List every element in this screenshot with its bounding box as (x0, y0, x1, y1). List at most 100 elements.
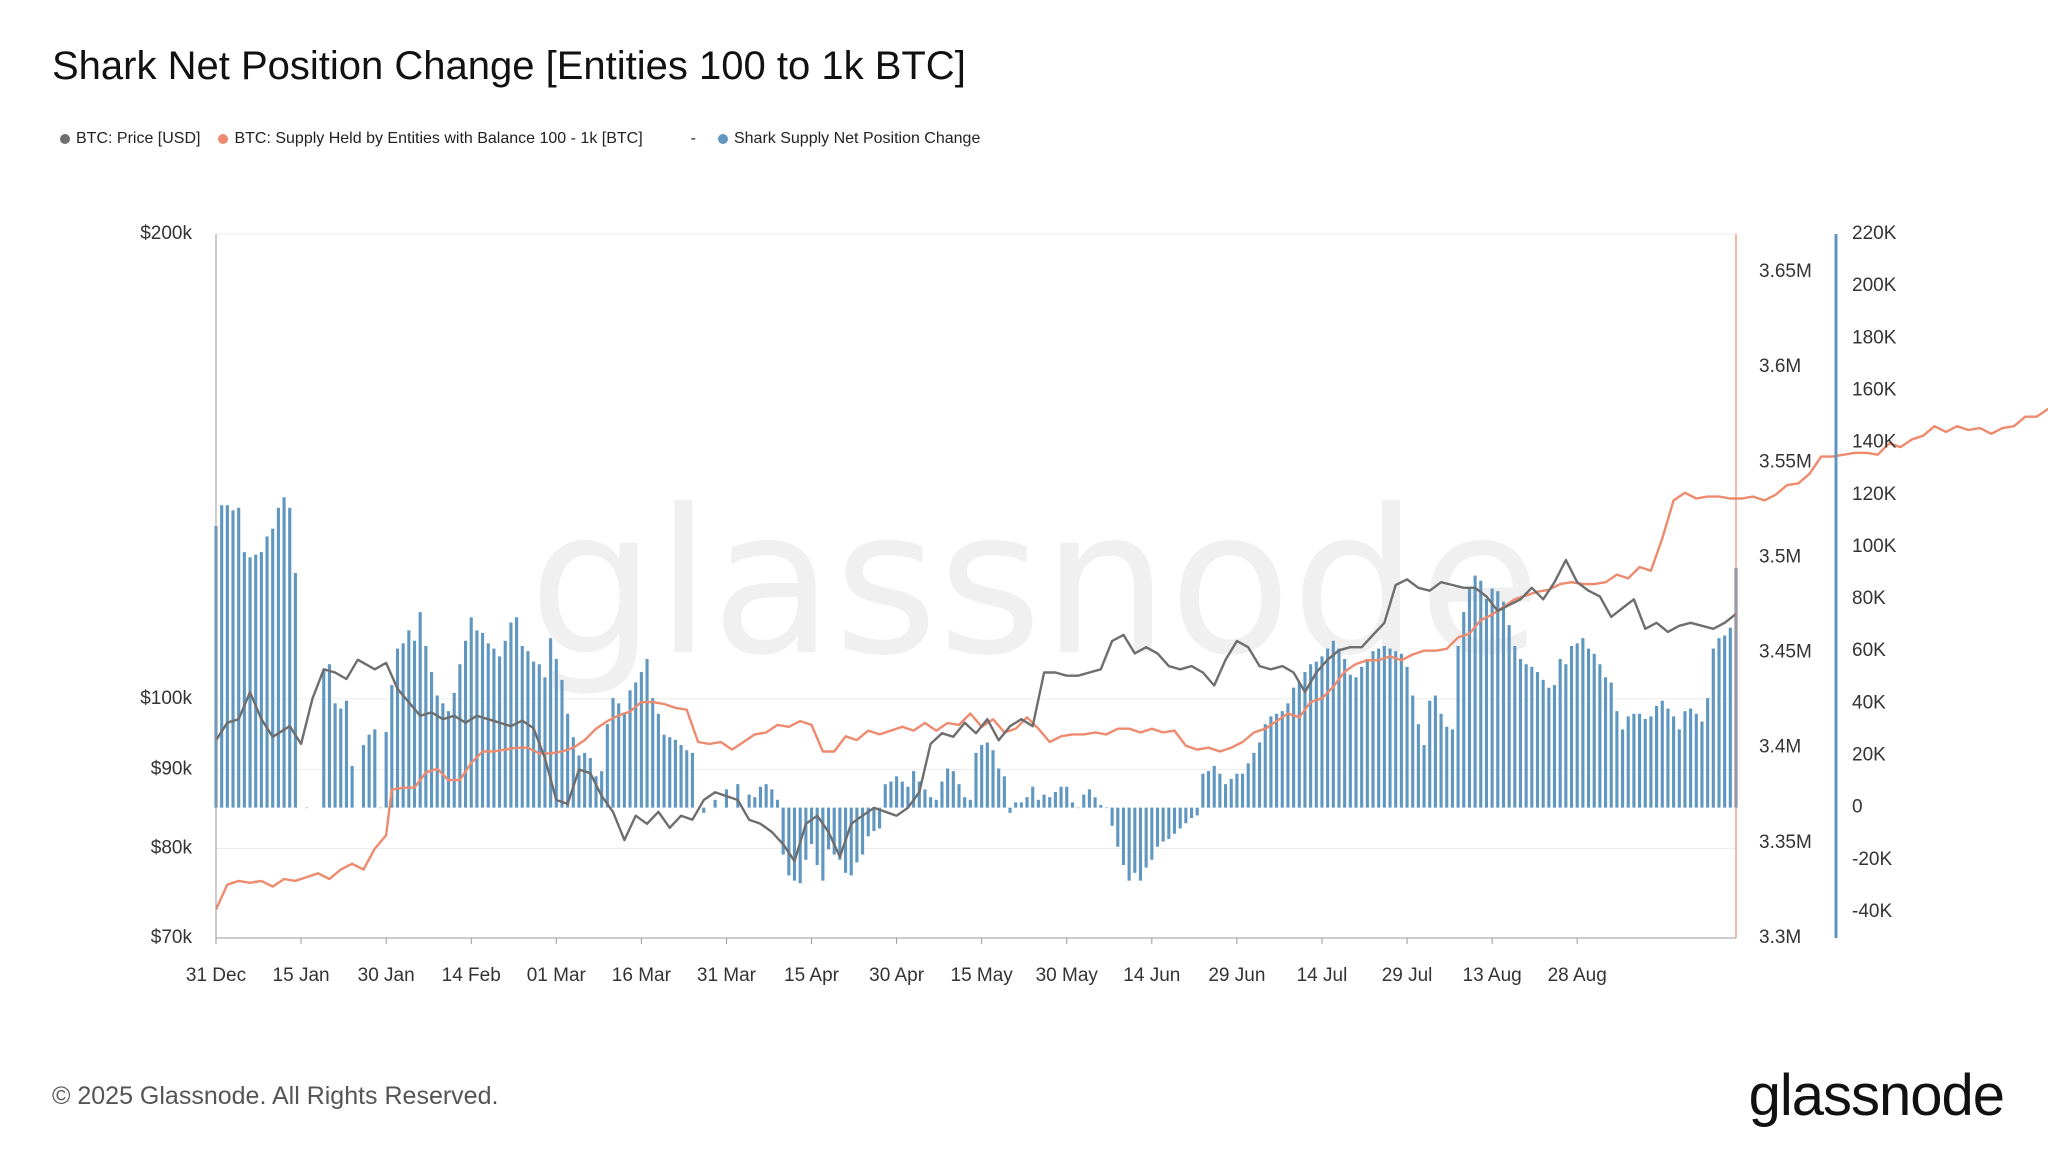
net-position-bar (1399, 653, 1403, 808)
supply-tick-label: 3.5M (1759, 546, 1801, 567)
net-position-bar (651, 698, 655, 808)
net-dot-icon (717, 134, 728, 144)
supply-tick-label: 3.35M (1759, 832, 1812, 853)
net-position-bar (775, 799, 780, 808)
net-position-bar (288, 507, 292, 808)
net-tick-label: 200K (1852, 275, 1897, 296)
net-position-bar (390, 685, 394, 808)
price-tick-label: $200k (140, 223, 192, 244)
net-position-bar (866, 807, 870, 837)
net-position-bar (1241, 773, 1245, 808)
net-position-bar (1354, 677, 1358, 808)
net-tick-label: 120K (1852, 484, 1897, 505)
net-position-bar (605, 724, 609, 808)
net-position-bar (1394, 651, 1398, 808)
net-position-bar (515, 617, 519, 808)
net-position-bar (934, 799, 938, 808)
net-position-bar (492, 648, 496, 808)
net-position-bar (339, 708, 343, 808)
net-position-bar (429, 672, 434, 808)
net-position-bar (1700, 721, 1704, 808)
net-position-bar (549, 638, 553, 808)
net-position-bar (560, 679, 564, 808)
price-tick-label: $90k (151, 758, 193, 779)
net-position-bar (1462, 612, 1466, 808)
net-position-bar (1252, 752, 1256, 808)
net-position-bar (1564, 664, 1568, 808)
net-position-bar (1048, 797, 1052, 808)
net-position-bar (815, 807, 819, 865)
net-position-bar (475, 630, 479, 808)
net-position-bar (1586, 648, 1591, 808)
net-position-bar (1326, 648, 1330, 808)
net-position-bar (611, 698, 615, 808)
net-tick-label: 180K (1852, 327, 1897, 348)
net-position-bar (685, 750, 689, 808)
net-position-bar (1036, 799, 1040, 808)
legend-item-net[interactable]: Shark Supply Net Position Change (717, 130, 980, 148)
legend-item-supply[interactable]: BTC: Supply Held by Entities with Balanc… (218, 130, 643, 148)
axes-layer: $70k $80k $90k $100k $200k 3.3M 3.35M 3.4M 3.45M… (140, 223, 1896, 986)
x-tick-label: 30 Apr (869, 965, 925, 986)
net-position-bar (753, 797, 757, 808)
x-tick-label: 16 Mar (612, 965, 672, 986)
net-position-bar (526, 651, 530, 808)
net-position-bar (895, 776, 899, 808)
net-position-bar (367, 734, 371, 808)
net-position-bar (617, 703, 621, 808)
net-position-bar (1501, 601, 1506, 808)
net-tick-label: 100K (1852, 536, 1897, 557)
net-position-bar (1337, 648, 1341, 808)
net-position-bar (220, 505, 224, 808)
x-tick-label: 15 May (951, 965, 1014, 986)
net-position-bar (1711, 648, 1715, 808)
net-position-bar (1638, 713, 1642, 808)
net-position-bar (1473, 575, 1477, 808)
net-position-bar (968, 799, 972, 808)
net-position-bar (1223, 784, 1228, 808)
net-position-bar (1694, 713, 1698, 808)
net-position-bar (1569, 645, 1574, 808)
net-position-bar (1172, 807, 1177, 834)
net-position-bar (1246, 763, 1250, 808)
net-position-bar (1723, 635, 1727, 808)
net-tick-label: 20K (1852, 744, 1886, 765)
x-tick-label: 15 Jan (273, 965, 330, 986)
x-tick-label: 30 May (1036, 965, 1099, 986)
net-position-bar (1581, 638, 1585, 808)
net-position-bar (1042, 794, 1046, 808)
net-position-bar (1201, 773, 1205, 808)
net-position-bar (838, 807, 842, 860)
net-position-bar (1161, 807, 1165, 842)
net-position-bar (1467, 588, 1471, 808)
net-position-bar (1728, 627, 1732, 808)
net-position-bar (1479, 580, 1483, 808)
net-position-bar (849, 807, 853, 876)
net-position-bar (1195, 807, 1199, 816)
price-line (214, 558, 1737, 863)
net-position-bar (679, 745, 683, 808)
net-position-bar (1297, 682, 1301, 808)
net-position-bar (1615, 711, 1619, 808)
net-position-bar (1053, 791, 1057, 808)
net-position-bar (662, 734, 666, 808)
net-position-bar (1377, 648, 1381, 808)
net-position-bar (1530, 666, 1534, 808)
x-tick-label: 30 Jan (358, 965, 415, 986)
net-tick-label: -40K (1852, 901, 1892, 922)
net-position-bar (1552, 685, 1557, 808)
net-position-bar (906, 786, 910, 808)
net-position-bar (452, 692, 456, 808)
net-position-bar (861, 807, 865, 855)
price-tick-label: $100k (140, 688, 192, 709)
x-tick-label: 13 Aug (1463, 965, 1522, 986)
net-position-bar (1450, 729, 1454, 808)
net-position-bar (1189, 807, 1194, 819)
net-position-bar (1689, 708, 1693, 808)
net-position-bar (588, 758, 592, 808)
net-position-bar (1292, 687, 1296, 808)
net-position-bar (1388, 648, 1392, 808)
legend-item-price[interactable]: BTC: Price [USD] (60, 130, 200, 148)
net-position-bar (1416, 724, 1420, 808)
